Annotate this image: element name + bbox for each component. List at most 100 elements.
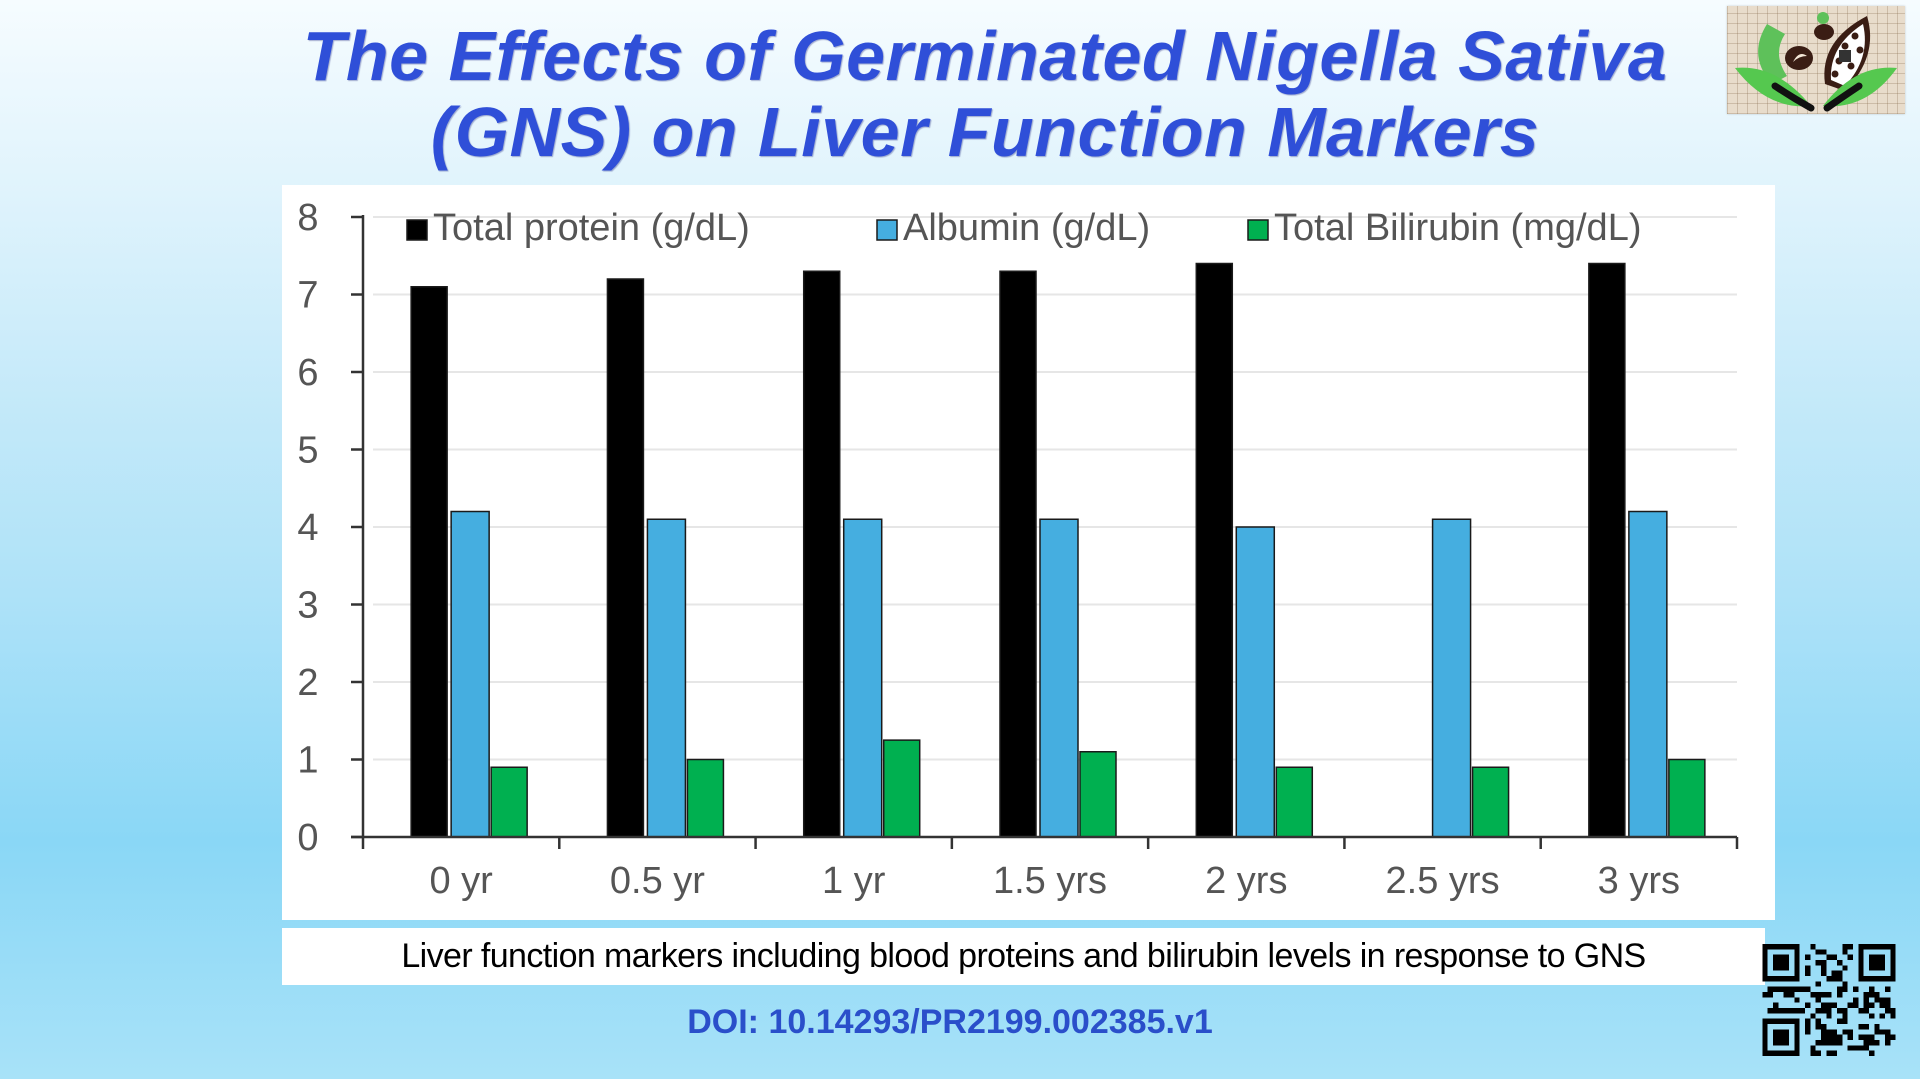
bar-1-2	[842, 518, 883, 838]
qr-module	[1869, 986, 1875, 992]
qr-module	[1810, 1045, 1816, 1051]
qr-module	[1805, 1002, 1811, 1008]
qr-finder	[1762, 976, 1800, 982]
qr-module	[1869, 1002, 1875, 1008]
qr-module	[1842, 944, 1848, 950]
qr-module	[1762, 992, 1768, 998]
qr-module	[1794, 997, 1800, 1003]
x-tick-label: 2 yrs	[1205, 860, 1287, 902]
qr-module	[1778, 1008, 1784, 1014]
qr-finder	[1794, 1018, 1800, 1056]
slide-title: The Effects of Germinated Nigella Sativa…	[230, 18, 1740, 170]
x-tick-label: 3 yrs	[1598, 860, 1680, 902]
bar-0-6	[1588, 262, 1626, 838]
bar-2-3	[1079, 751, 1117, 838]
qr-module	[1789, 992, 1795, 998]
slide-title-line-1: The Effects of Germinated Nigella Sativa	[302, 17, 1668, 95]
qr-finder	[1762, 1018, 1800, 1024]
qr-module	[1831, 1050, 1837, 1056]
qr-module	[1890, 1008, 1896, 1014]
qr-module	[1842, 1008, 1848, 1014]
chart-panel: 0 1 2 3 4 5 6 7 8 0 yr 0.5 yr 1 yr 1.5 yrs 2 yrs 2.5 y…	[282, 185, 1775, 920]
qr-finder	[1890, 944, 1896, 982]
qr-module	[1869, 1040, 1875, 1046]
figure-caption: Liver function markers including blood p…	[401, 937, 1646, 975]
qr-module	[1821, 992, 1827, 998]
qr-module	[1783, 1008, 1789, 1014]
x-tick-label: 0.5 yr	[610, 860, 705, 902]
qr-module	[1805, 970, 1811, 976]
bar-chart: 0 1 2 3 4 5 6 7 8 0 yr 0.5 yr 1 yr 1.5 yrs 2 yrs 2.5 y…	[297, 197, 1739, 902]
bar-1-0	[450, 510, 490, 838]
qr-module	[1805, 954, 1811, 960]
qr-module	[1837, 1040, 1843, 1046]
y-tick-label: 7	[297, 275, 318, 317]
qr-module	[1885, 997, 1891, 1003]
qr-module	[1805, 1029, 1811, 1035]
qr-module	[1885, 1002, 1891, 1008]
qr-module	[1837, 1018, 1843, 1024]
qr-module	[1837, 960, 1843, 966]
qr-module	[1863, 992, 1869, 998]
qr-module	[1805, 965, 1811, 971]
seed-leaf-logo-icon	[1727, 6, 1905, 114]
legend-swatch-2	[1247, 219, 1269, 241]
y-tick-label: 2	[297, 662, 318, 704]
qr-module	[1831, 1034, 1837, 1040]
y-tick-label: 6	[297, 352, 318, 394]
qr-module	[1842, 981, 1848, 987]
qr-module	[1874, 1024, 1880, 1030]
qr-finder	[1762, 944, 1800, 950]
qr-module	[1821, 960, 1827, 966]
qr-module	[1858, 1034, 1864, 1040]
qr-module	[1789, 1008, 1795, 1014]
qr-module	[1853, 1002, 1859, 1008]
legend-label-0: Total protein (g/dL)	[433, 207, 750, 249]
qr-module	[1815, 1040, 1821, 1046]
doi-link[interactable]: DOI: 10.14293/PR2199.002385.v1	[687, 1003, 1213, 1041]
qr-module	[1885, 986, 1891, 992]
qr-module	[1842, 949, 1848, 955]
qr-module	[1863, 1040, 1869, 1046]
qr-module	[1773, 1008, 1779, 1014]
qr-module	[1869, 1034, 1875, 1040]
qr-module	[1826, 954, 1832, 960]
qr-module	[1879, 997, 1885, 1003]
qr-module	[1879, 1013, 1885, 1019]
qr-module	[1783, 986, 1789, 992]
qr-module	[1767, 986, 1773, 992]
qr-module	[1805, 1018, 1811, 1024]
qr-module	[1869, 992, 1875, 998]
qr-module	[1863, 1002, 1869, 1008]
qr-module	[1874, 1029, 1880, 1035]
qr-finder	[1858, 944, 1896, 950]
bar-0-2	[802, 270, 841, 838]
qr-module	[1799, 986, 1805, 992]
qr-module	[1885, 1040, 1891, 1046]
qr-module	[1821, 1040, 1827, 1046]
qr-module	[1826, 1040, 1832, 1046]
qr-module	[1831, 954, 1837, 960]
qr-module	[1831, 1029, 1837, 1035]
qr-module	[1885, 1008, 1891, 1014]
qr-module	[1767, 992, 1773, 998]
qr-finder	[1869, 954, 1885, 971]
qr-module	[1885, 1034, 1891, 1040]
qr-module	[1879, 1029, 1885, 1035]
qr-module	[1874, 997, 1880, 1003]
qr-module	[1815, 960, 1821, 966]
qr-finder	[1794, 944, 1800, 982]
x-tick-label: 1.5 yrs	[993, 860, 1107, 902]
qr-module	[1815, 1008, 1821, 1014]
qr-module	[1869, 1050, 1875, 1056]
bar-0-4	[1195, 262, 1234, 838]
qr-module	[1826, 1034, 1832, 1040]
qr-module	[1815, 981, 1821, 987]
qr-module	[1842, 1029, 1848, 1035]
qr-module	[1842, 965, 1848, 971]
qr-module	[1815, 1018, 1821, 1024]
qr-module	[1863, 997, 1869, 1003]
qr-module	[1826, 1013, 1832, 1019]
qr-module	[1869, 1013, 1875, 1019]
qr-module	[1810, 992, 1816, 998]
